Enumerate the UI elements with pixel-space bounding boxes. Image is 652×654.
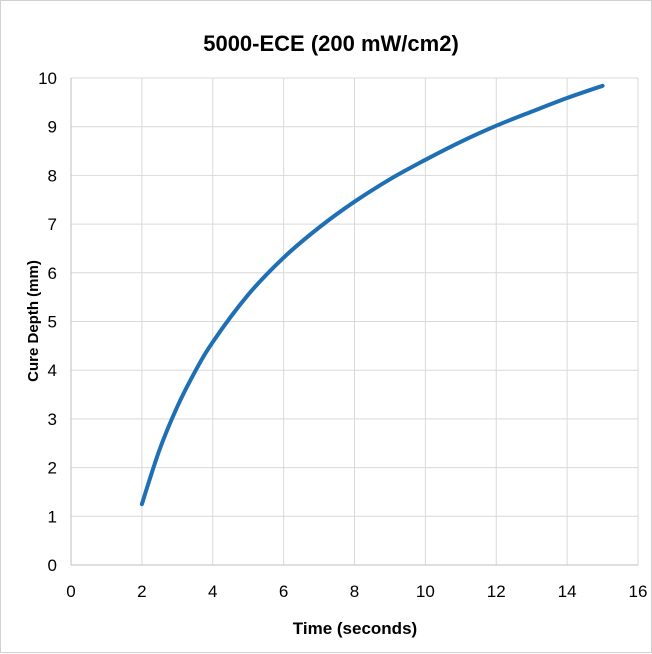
y-axis-label: Cure Depth (mm) [25, 260, 42, 382]
y-tick-labels: 0 1 2 3 4 5 6 7 8 9 10 [38, 69, 57, 575]
x-tick-label: 8 [350, 582, 359, 601]
x-tick-label: 6 [279, 582, 288, 601]
x-tick-label: 16 [629, 582, 648, 601]
y-tick-label: 2 [48, 459, 57, 478]
y-tick-label: 1 [48, 507, 57, 526]
series-line [139, 83, 605, 507]
axes [70, 78, 638, 566]
y-tick-label: 4 [48, 361, 57, 380]
y-tick-label: 5 [48, 313, 57, 332]
x-tick-label: 4 [208, 582, 217, 601]
x-tick-labels: 0 2 4 6 8 10 12 14 16 [66, 582, 647, 601]
x-tick-label: 14 [558, 582, 577, 601]
y-tick-label: 8 [48, 166, 57, 185]
y-tick-label: 9 [48, 118, 57, 137]
y-tick-label: 6 [48, 264, 57, 283]
y-tick-label: 3 [48, 410, 57, 429]
x-axis-label: Time (seconds) [293, 619, 417, 638]
y-tick-label: 0 [48, 556, 57, 575]
y-tick-label: 10 [38, 69, 57, 88]
x-tick-label: 0 [66, 582, 75, 601]
x-tick-label: 2 [137, 582, 146, 601]
x-tick-label: 12 [487, 582, 506, 601]
grid-lines [71, 77, 639, 565]
y-tick-label: 7 [48, 215, 57, 234]
chart-title: 5000-ECE (200 mW/cm2) [203, 31, 459, 56]
x-tick-label: 10 [416, 582, 435, 601]
